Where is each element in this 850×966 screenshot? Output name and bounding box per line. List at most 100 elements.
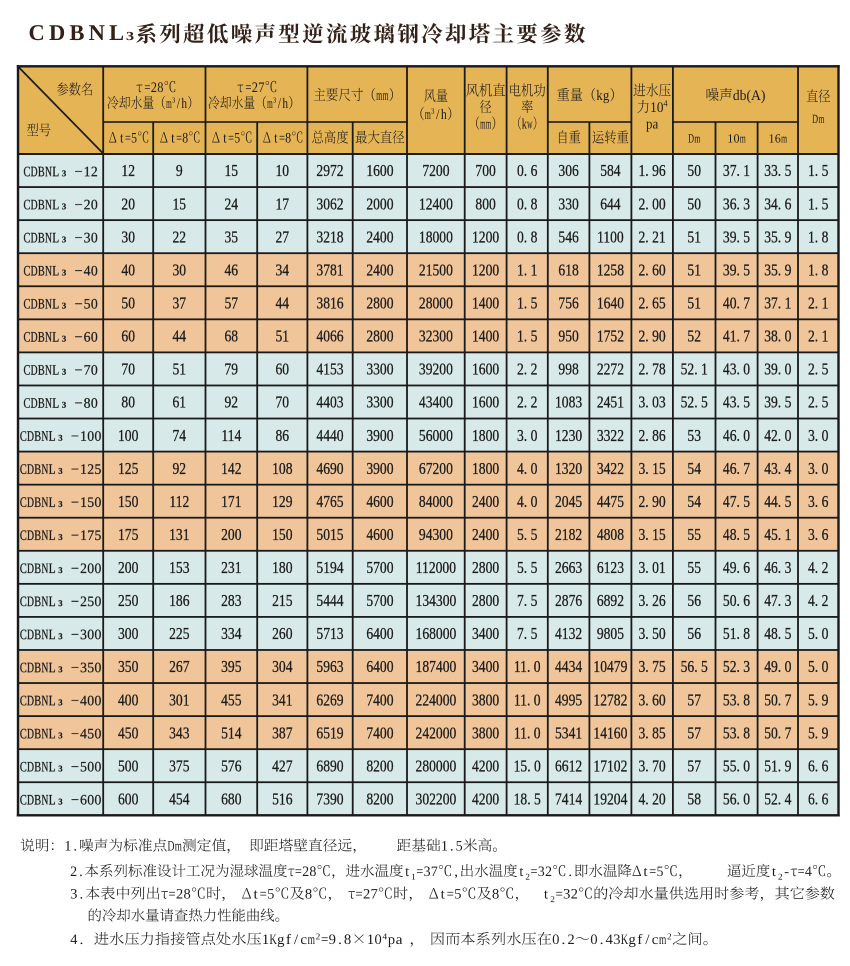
svg-text:4066: 4066 [316, 327, 343, 346]
svg-text:60: 60 [121, 327, 135, 346]
svg-text:395: 395 [221, 658, 242, 677]
svg-text:125: 125 [118, 459, 139, 478]
svg-text:998: 998 [558, 360, 579, 379]
svg-text:2. 90: 2. 90 [639, 327, 666, 346]
svg-text:17102: 17102 [593, 757, 627, 776]
svg-text:86: 86 [276, 426, 290, 445]
svg-text:44: 44 [276, 294, 290, 313]
svg-text:56: 56 [687, 592, 701, 611]
svg-text:2451: 2451 [597, 393, 624, 412]
svg-text:11. 0: 11. 0 [514, 658, 541, 677]
svg-text:3400: 3400 [472, 658, 499, 677]
svg-text:15: 15 [225, 162, 239, 181]
svg-text:341: 341 [272, 691, 292, 710]
svg-text:3300: 3300 [366, 360, 393, 379]
svg-text:3. 0: 3. 0 [517, 426, 538, 445]
svg-text:3. 0: 3. 0 [808, 459, 829, 478]
svg-text:1. 96: 1. 96 [639, 162, 666, 181]
svg-text:35. 9: 35. 9 [764, 261, 791, 280]
svg-text:44. 5: 44. 5 [764, 493, 791, 512]
svg-text:46: 46 [225, 261, 239, 280]
svg-text:516: 516 [272, 790, 293, 809]
svg-text:1. 5: 1. 5 [517, 327, 538, 346]
svg-text:61: 61 [173, 393, 187, 412]
svg-text:2. 78: 2. 78 [639, 360, 666, 379]
svg-text:6. 6: 6. 6 [808, 790, 829, 809]
svg-text:60: 60 [276, 360, 290, 379]
svg-text:3062: 3062 [316, 195, 343, 214]
svg-text:15: 15 [173, 195, 187, 214]
svg-text:108: 108 [272, 459, 293, 478]
svg-text:2400: 2400 [366, 228, 393, 247]
svg-text:55. 0: 55. 0 [723, 757, 750, 776]
svg-text:343: 343 [169, 724, 190, 743]
svg-text:3900: 3900 [366, 426, 393, 445]
svg-text:39. 0: 39. 0 [764, 360, 791, 379]
svg-text:2. 1: 2. 1 [808, 327, 828, 346]
svg-text:1600: 1600 [472, 393, 499, 412]
svg-text:55: 55 [687, 526, 701, 545]
svg-text:3. 0: 3. 0 [808, 426, 829, 445]
svg-text:51. 9: 51. 9 [764, 757, 791, 776]
svg-text:129: 129 [272, 493, 293, 512]
svg-text:4200: 4200 [472, 790, 499, 809]
svg-text:2. 5: 2. 5 [808, 393, 829, 412]
svg-text:2800: 2800 [472, 559, 499, 578]
svg-text:0. 6: 0. 6 [517, 162, 538, 181]
svg-text:150: 150 [118, 493, 139, 512]
svg-text:45. 1: 45. 1 [764, 526, 791, 545]
svg-text:950: 950 [558, 327, 579, 346]
svg-text:4475: 4475 [597, 493, 624, 512]
svg-text:22: 22 [173, 228, 187, 247]
svg-text:4440: 4440 [316, 426, 343, 445]
svg-text:2876: 2876 [555, 592, 582, 611]
svg-text:50: 50 [687, 162, 701, 181]
svg-text:1200: 1200 [472, 261, 499, 280]
svg-text:3400: 3400 [472, 625, 499, 644]
svg-text:1. 8: 1. 8 [808, 228, 829, 247]
svg-text:4765: 4765 [316, 493, 343, 512]
svg-text:21500: 21500 [419, 261, 453, 280]
svg-text:56000: 56000 [419, 426, 453, 445]
svg-text:20: 20 [121, 195, 135, 214]
svg-text:55: 55 [687, 559, 701, 578]
svg-text:0. 8: 0. 8 [517, 228, 538, 247]
svg-text:114: 114 [221, 426, 241, 445]
svg-text:283: 283 [221, 592, 242, 611]
svg-text:50: 50 [687, 195, 701, 214]
svg-text:10479: 10479 [593, 658, 627, 677]
svg-text:2400: 2400 [366, 261, 393, 280]
svg-text:4132: 4132 [555, 625, 582, 644]
svg-text:242000: 242000 [416, 724, 457, 743]
svg-text:79: 79 [225, 360, 239, 379]
svg-text:7414: 7414 [555, 790, 582, 809]
svg-text:180: 180 [272, 559, 293, 578]
svg-text:40. 7: 40. 7 [723, 294, 750, 313]
svg-text:260: 260 [272, 625, 293, 644]
svg-text:54: 54 [687, 459, 701, 478]
svg-text:1. 5: 1. 5 [517, 294, 538, 313]
svg-text:1. 1: 1. 1 [517, 261, 537, 280]
svg-text:175: 175 [118, 526, 139, 545]
svg-text:7400: 7400 [366, 691, 393, 710]
svg-text:80: 80 [121, 393, 135, 412]
svg-text:18. 5: 18. 5 [514, 790, 541, 809]
svg-text:150: 150 [272, 526, 293, 545]
svg-text:454: 454 [169, 790, 190, 809]
svg-text:2. 1: 2. 1 [808, 294, 828, 313]
svg-text:4153: 4153 [316, 360, 343, 379]
svg-text:250: 250 [118, 592, 139, 611]
svg-text:57: 57 [687, 757, 701, 776]
svg-text:644: 644 [600, 195, 621, 214]
svg-text:5. 5: 5. 5 [517, 526, 538, 545]
svg-text:700: 700 [475, 162, 496, 181]
svg-text:39. 5: 39. 5 [723, 261, 750, 280]
svg-text:224000: 224000 [416, 691, 457, 710]
svg-text:450: 450 [118, 724, 139, 743]
svg-text:15. 0: 15. 0 [514, 757, 541, 776]
svg-text:756: 756 [558, 294, 579, 313]
svg-text:36. 3: 36. 3 [723, 195, 750, 214]
svg-text:50. 7: 50. 7 [764, 691, 791, 710]
svg-text:387: 387 [272, 724, 293, 743]
svg-text:3. 50: 3. 50 [639, 625, 666, 644]
